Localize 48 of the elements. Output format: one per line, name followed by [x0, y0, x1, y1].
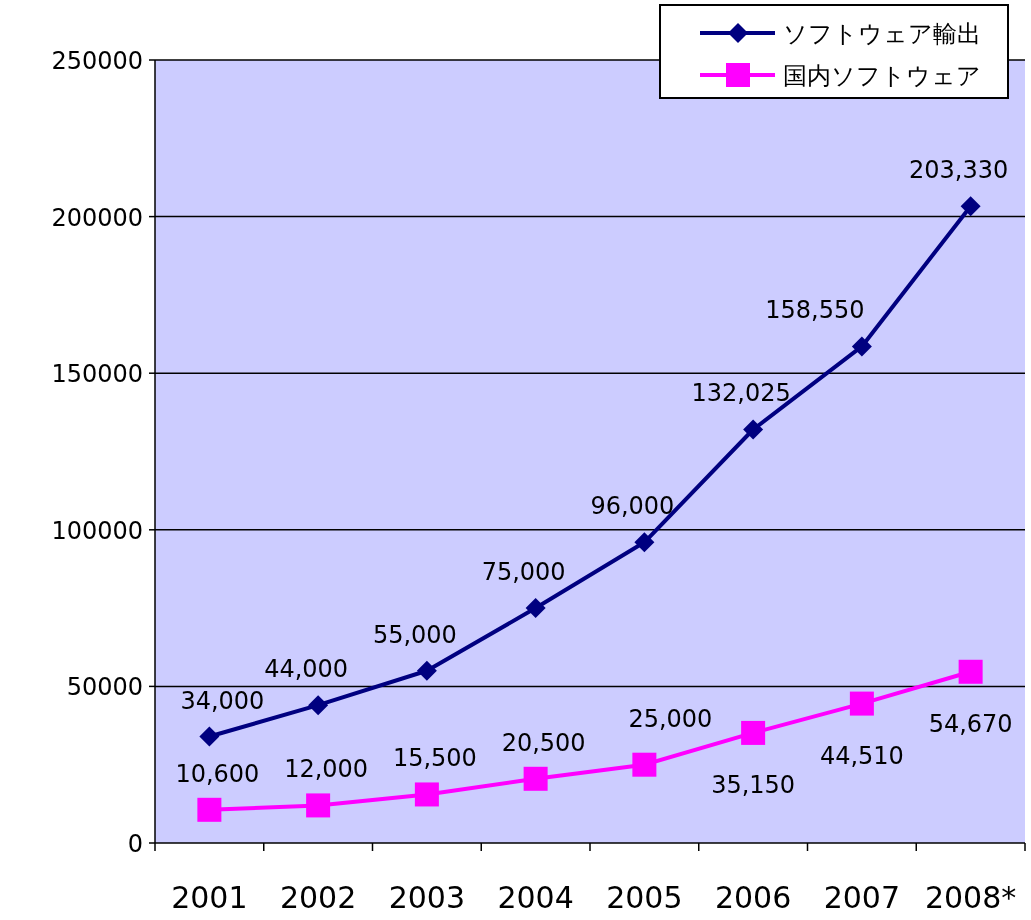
point	[849, 691, 874, 716]
point	[197, 797, 222, 822]
x-tick-label: 2007	[823, 880, 901, 915]
point	[308, 695, 329, 716]
x-tick-label: 2002	[279, 880, 357, 915]
data-label: 96,000	[590, 492, 675, 521]
data-label: 54,670	[928, 709, 1013, 738]
point	[634, 532, 655, 553]
x-tick-label: 2003	[388, 880, 466, 915]
point	[416, 660, 437, 681]
data-label: 20,500	[501, 728, 586, 757]
point	[741, 720, 766, 745]
y-tick-label: 50000	[66, 673, 143, 702]
legend-label: ソフトウェア輸出	[783, 20, 981, 48]
x-tick-label: 2006	[714, 880, 792, 915]
x-tick-label: 2004	[497, 880, 574, 915]
y-tick-label: 0	[127, 830, 143, 858]
data-label: 44,000	[264, 655, 349, 684]
x-tick-label: 2005	[606, 880, 683, 915]
x-tick-label: 2008*	[924, 880, 1017, 915]
point	[632, 752, 657, 777]
point	[960, 196, 981, 217]
data-label: 35,150	[711, 770, 796, 799]
y-tick-label: 200000	[51, 203, 143, 232]
point	[523, 766, 548, 791]
point	[743, 419, 764, 440]
data-label: 12,000	[284, 755, 369, 784]
data-label: 75,000	[481, 558, 566, 587]
data-label: 55,000	[372, 620, 457, 649]
point	[851, 336, 872, 357]
point	[414, 782, 439, 807]
point	[306, 793, 331, 818]
y-tick-label: 250000	[51, 47, 143, 75]
data-label: 132,025	[691, 379, 791, 408]
data-label: 44,510	[819, 741, 904, 770]
data-label: 10,600	[175, 759, 260, 788]
x-tick-label: 2001	[171, 880, 248, 915]
data-label: 158,550	[765, 296, 865, 325]
data-label: 203,330	[909, 156, 1009, 185]
data-label: 25,000	[628, 704, 713, 733]
point	[958, 659, 983, 684]
point	[525, 598, 546, 619]
y-tick-label: 100000	[51, 516, 143, 545]
point	[199, 726, 220, 747]
y-tick-label: 150000	[51, 360, 143, 389]
legend-label: 国内ソフトウェア	[783, 62, 981, 90]
data-label: 15,500	[392, 744, 477, 773]
data-label: 34,000	[180, 686, 265, 715]
